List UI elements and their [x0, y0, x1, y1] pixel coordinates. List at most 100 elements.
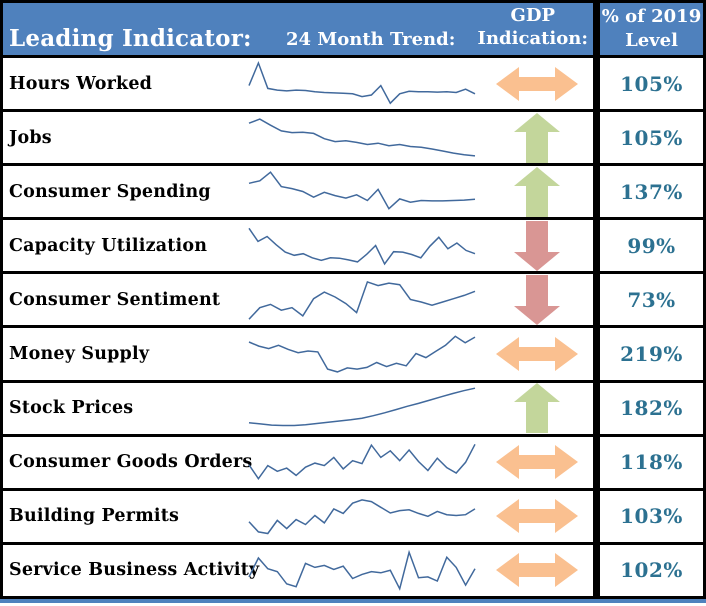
- gdp-indication-cell: [481, 112, 593, 163]
- trend-sparkline-cell: [243, 328, 481, 379]
- indicator-row: Money Supply 219%: [3, 325, 703, 380]
- trend-sparkline-cell: [243, 58, 481, 109]
- indicator-row: Capacity Utilization 99%: [3, 217, 703, 272]
- indicator-row: Hours Worked 105%: [3, 55, 703, 110]
- indicator-row: Jobs 105%: [3, 109, 703, 164]
- gdp-indication-cell: [481, 274, 593, 325]
- indicator-label-cell: Hours Worked: [3, 58, 243, 109]
- indicator-label: Capacity Utilization: [9, 235, 208, 256]
- gdp-sideways-arrow-icon: [496, 66, 578, 101]
- level-header-line2: Level: [625, 30, 678, 51]
- indicator-label: Consumer Goods Orders: [9, 452, 253, 473]
- pct-of-2019-value: 105%: [620, 125, 683, 150]
- gdp-indication-cell: [481, 491, 593, 542]
- gdp-up-arrow-icon: [514, 112, 560, 163]
- trend-sparkline-cell: [243, 274, 481, 325]
- indicator-label: Money Supply: [9, 344, 150, 365]
- gdp-sideways-arrow-icon: [496, 553, 578, 588]
- pct-of-2019-value: 73%: [627, 287, 676, 312]
- column-header-24-month-trend: 24 Month Trend:: [286, 29, 456, 50]
- trend-sparkline: [248, 550, 476, 592]
- indicator-label: Stock Prices: [9, 398, 134, 419]
- indicator-label-cell: Consumer Sentiment: [3, 274, 243, 325]
- gdp-up-arrow-icon: [514, 166, 560, 217]
- gdp-sideways-arrow-icon: [496, 499, 578, 534]
- indicator-row: Consumer Spending 137%: [3, 163, 703, 218]
- trend-sparkline-cell: [243, 545, 481, 596]
- gdp-indication-cell: [481, 328, 593, 379]
- pct-of-2019-value: 118%: [620, 450, 683, 475]
- indicator-row: Stock Prices 182%: [3, 379, 703, 434]
- trend-sparkline: [248, 227, 476, 266]
- indicator-label: Consumer Spending: [9, 181, 211, 202]
- gdp-indication-cell: [481, 220, 593, 271]
- indicator-label: Hours Worked: [9, 73, 153, 94]
- indicator-label-cell: Stock Prices: [3, 383, 243, 434]
- indicator-label-cell: Capacity Utilization: [3, 220, 243, 271]
- indicator-label-cell: Money Supply: [3, 328, 243, 379]
- trend-sparkline: [248, 117, 476, 157]
- trend-sparkline-cell: [243, 383, 481, 434]
- indicator-label: Service Business Activity: [9, 560, 260, 581]
- pct-of-2019-value: 99%: [627, 233, 676, 258]
- pct-of-2019-value: 102%: [620, 558, 683, 583]
- indicator-label: Building Permits: [9, 506, 180, 527]
- indicator-row: Building Permits 103%: [3, 487, 703, 542]
- pct-of-2019-cell: 219%: [593, 328, 703, 380]
- trend-sparkline: [248, 60, 476, 104]
- gdp-indication-cell: [481, 58, 593, 109]
- pct-of-2019-cell: 105%: [593, 112, 703, 164]
- indicator-label: Consumer Sentiment: [9, 289, 221, 310]
- pct-of-2019-cell: 105%: [593, 58, 703, 110]
- pct-of-2019-cell: 118%: [593, 436, 703, 488]
- pct-of-2019-cell: 73%: [593, 274, 703, 326]
- column-header-leading-indicator: Leading Indicator:: [9, 25, 252, 52]
- pct-of-2019-value: 103%: [620, 504, 683, 529]
- gdp-up-arrow-icon: [514, 383, 560, 434]
- gdp-header-line1: GDP: [510, 4, 556, 26]
- gdp-indication-cell: [481, 437, 593, 488]
- gdp-down-arrow-icon: [514, 274, 560, 325]
- pct-of-2019-cell: 103%: [593, 490, 703, 542]
- pct-of-2019-cell: 99%: [593, 220, 703, 272]
- trend-sparkline: [248, 499, 476, 535]
- trend-sparkline: [248, 280, 476, 320]
- pct-of-2019-cell: 102%: [593, 544, 703, 596]
- indicator-row: Consumer Sentiment 73%: [3, 271, 703, 326]
- pct-of-2019-value: 105%: [620, 71, 683, 96]
- gdp-indication-cell: [481, 166, 593, 217]
- indicator-label-cell: Consumer Spending: [3, 166, 243, 217]
- gdp-header-line2: Indication:: [477, 28, 588, 50]
- indicator-label-cell: Consumer Goods Orders: [3, 437, 252, 488]
- indicator-label-cell: Building Permits: [3, 491, 243, 542]
- indicator-label-cell: Service Business Activity: [3, 545, 259, 596]
- gdp-sideways-arrow-icon: [496, 445, 578, 480]
- bottom-accent-bar: [0, 599, 706, 603]
- table-header-main: Leading Indicator: 24 Month Trend: GDP I…: [3, 3, 593, 55]
- trend-sparkline-cell: [243, 112, 481, 163]
- gdp-indication-cell: [481, 545, 593, 596]
- trend-sparkline-cell: [243, 166, 481, 217]
- indicator-row: Service Business Activity 102%: [3, 541, 703, 596]
- trend-sparkline: [248, 387, 476, 427]
- pct-of-2019-cell: 137%: [593, 166, 703, 218]
- trend-sparkline-cell: [243, 220, 481, 271]
- column-header-gdp-indication: GDP Indication:: [478, 4, 588, 52]
- pct-of-2019-cell: 182%: [593, 382, 703, 434]
- pct-of-2019-value: 182%: [620, 396, 683, 421]
- gdp-indication-cell: [481, 383, 593, 434]
- indicator-label: Jobs: [9, 127, 52, 148]
- gdp-sideways-arrow-icon: [496, 337, 578, 372]
- column-header-pct-of-2019-level: % of 2019 Level: [593, 3, 703, 55]
- trend-sparkline: [248, 443, 476, 481]
- trend-sparkline-cell: [243, 437, 481, 488]
- trend-sparkline: [248, 335, 476, 373]
- pct-of-2019-value: 137%: [620, 179, 683, 204]
- pct-of-2019-value: 219%: [620, 342, 683, 367]
- indicator-label-cell: Jobs: [3, 112, 243, 163]
- trend-sparkline-cell: [243, 491, 481, 542]
- gdp-down-arrow-icon: [514, 220, 560, 271]
- indicator-row: Consumer Goods Orders 118%: [3, 433, 703, 488]
